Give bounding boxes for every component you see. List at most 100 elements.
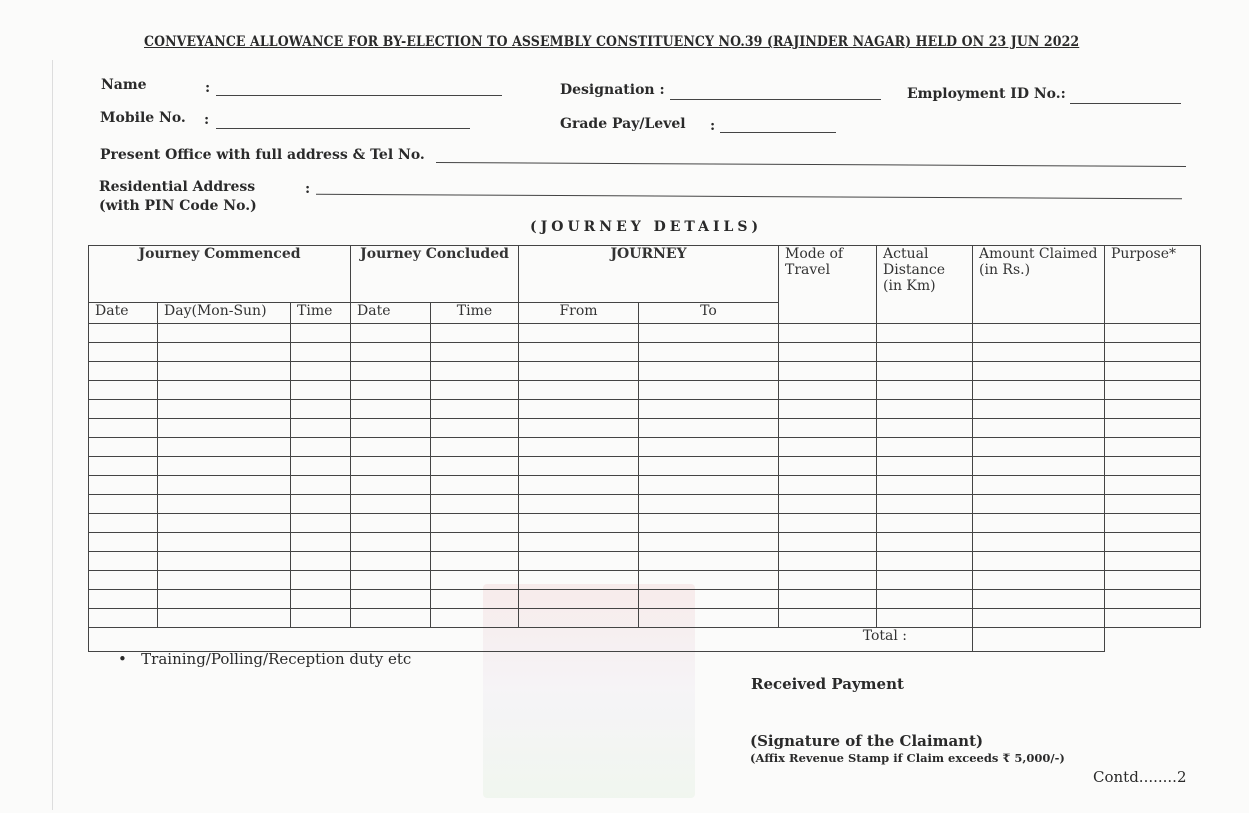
table-cell[interactable] <box>1104 570 1201 590</box>
table-cell[interactable] <box>88 323 158 343</box>
table-cell[interactable] <box>518 361 639 381</box>
table-cell[interactable] <box>778 342 877 362</box>
table-cell[interactable] <box>972 323 1105 343</box>
table-cell[interactable] <box>778 589 877 609</box>
table-cell[interactable] <box>157 399 291 419</box>
table-cell[interactable] <box>778 456 877 476</box>
table-cell[interactable] <box>518 513 639 533</box>
table-cell[interactable] <box>778 608 877 628</box>
table-cell[interactable] <box>157 456 291 476</box>
table-cell[interactable] <box>1104 418 1201 438</box>
table-cell[interactable] <box>972 456 1105 476</box>
table-cell[interactable] <box>876 551 973 571</box>
table-cell[interactable] <box>290 323 351 343</box>
table-cell[interactable] <box>157 494 291 514</box>
table-cell[interactable] <box>88 532 158 552</box>
table-cell[interactable] <box>157 513 291 533</box>
table-cell[interactable] <box>430 570 519 590</box>
table-cell[interactable] <box>638 570 779 590</box>
table-cell[interactable] <box>778 361 877 381</box>
table-cell[interactable] <box>88 513 158 533</box>
table-cell[interactable] <box>972 532 1105 552</box>
table-cell[interactable] <box>638 361 779 381</box>
table-cell[interactable] <box>430 532 519 552</box>
table-cell[interactable] <box>638 551 779 571</box>
present-office-field[interactable] <box>436 162 1186 167</box>
table-cell[interactable] <box>157 380 291 400</box>
table-cell[interactable] <box>290 342 351 362</box>
table-cell[interactable] <box>778 323 877 343</box>
table-cell[interactable] <box>972 361 1105 381</box>
table-cell[interactable] <box>157 551 291 571</box>
table-cell[interactable] <box>430 399 519 419</box>
table-cell[interactable] <box>972 380 1105 400</box>
table-cell[interactable] <box>1104 475 1201 495</box>
table-cell[interactable] <box>638 589 779 609</box>
table-cell[interactable] <box>518 475 639 495</box>
residential-field[interactable] <box>316 193 1182 200</box>
table-cell[interactable] <box>1104 551 1201 571</box>
table-cell[interactable] <box>876 456 973 476</box>
table-cell[interactable] <box>290 589 351 609</box>
table-cell[interactable] <box>430 494 519 514</box>
table-cell[interactable] <box>518 437 639 457</box>
table-cell[interactable] <box>638 513 779 533</box>
table-cell[interactable] <box>518 323 639 343</box>
table-cell[interactable] <box>638 475 779 495</box>
table-cell[interactable] <box>778 418 877 438</box>
table-cell[interactable] <box>1104 456 1201 476</box>
table-cell[interactable] <box>876 532 973 552</box>
table-cell[interactable] <box>1104 361 1201 381</box>
table-cell[interactable] <box>778 494 877 514</box>
table-cell[interactable] <box>638 532 779 552</box>
table-cell[interactable] <box>518 570 639 590</box>
table-cell[interactable] <box>157 475 291 495</box>
table-cell[interactable] <box>157 418 291 438</box>
table-cell[interactable] <box>778 513 877 533</box>
table-cell[interactable] <box>350 437 431 457</box>
table-cell[interactable] <box>88 342 158 362</box>
table-cell[interactable] <box>518 589 639 609</box>
table-cell[interactable] <box>638 323 779 343</box>
table-cell[interactable] <box>518 399 639 419</box>
table-cell[interactable] <box>876 418 973 438</box>
table-cell[interactable] <box>157 361 291 381</box>
table-cell[interactable] <box>430 475 519 495</box>
table-cell[interactable] <box>638 418 779 438</box>
table-cell[interactable] <box>778 475 877 495</box>
table-cell[interactable] <box>88 380 158 400</box>
table-cell[interactable] <box>518 380 639 400</box>
table-cell[interactable] <box>638 399 779 419</box>
table-cell[interactable] <box>290 532 351 552</box>
table-cell[interactable] <box>876 437 973 457</box>
table-cell[interactable] <box>88 551 158 571</box>
table-cell[interactable] <box>350 551 431 571</box>
table-cell[interactable] <box>430 418 519 438</box>
table-cell[interactable] <box>1104 437 1201 457</box>
table-cell[interactable] <box>88 570 158 590</box>
table-cell[interactable] <box>350 380 431 400</box>
table-cell[interactable] <box>518 418 639 438</box>
name-field[interactable] <box>216 95 502 96</box>
table-cell[interactable] <box>157 570 291 590</box>
table-cell[interactable] <box>290 608 351 628</box>
table-cell[interactable] <box>778 570 877 590</box>
table-cell[interactable] <box>876 513 973 533</box>
table-cell[interactable] <box>518 551 639 571</box>
table-cell[interactable] <box>1104 589 1201 609</box>
table-cell[interactable] <box>290 399 351 419</box>
table-cell[interactable] <box>972 437 1105 457</box>
table-cell[interactable] <box>88 456 158 476</box>
table-cell[interactable] <box>972 570 1105 590</box>
table-cell[interactable] <box>778 532 877 552</box>
table-cell[interactable] <box>876 323 973 343</box>
table-cell[interactable] <box>350 399 431 419</box>
table-cell[interactable] <box>88 608 158 628</box>
table-cell[interactable] <box>518 532 639 552</box>
table-cell[interactable] <box>290 380 351 400</box>
table-cell[interactable] <box>350 589 431 609</box>
table-cell[interactable] <box>430 551 519 571</box>
table-cell[interactable] <box>290 551 351 571</box>
table-cell[interactable] <box>350 532 431 552</box>
table-cell[interactable] <box>290 437 351 457</box>
